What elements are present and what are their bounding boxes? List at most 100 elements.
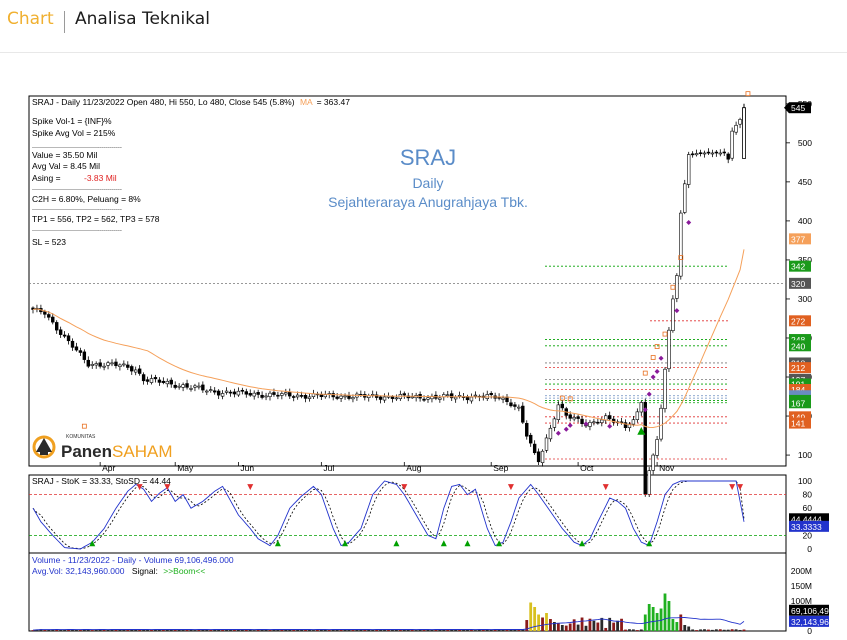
info-line: ----------------------------------------… bbox=[32, 228, 122, 234]
price-tag-bg bbox=[789, 102, 811, 114]
volume-bar bbox=[477, 629, 481, 631]
volume-bar bbox=[726, 629, 730, 631]
candle bbox=[205, 390, 209, 393]
candle bbox=[683, 183, 687, 213]
volume-bar bbox=[438, 629, 442, 631]
volume-bar bbox=[165, 629, 169, 631]
logo-emblem bbox=[32, 435, 56, 459]
volume-bar bbox=[304, 629, 307, 631]
volume-bar bbox=[312, 630, 315, 631]
volume-bar bbox=[541, 617, 544, 631]
volume-bar bbox=[375, 629, 379, 631]
candle bbox=[509, 402, 513, 407]
signal-diamond bbox=[555, 430, 561, 436]
price-tag: 377 bbox=[791, 234, 805, 244]
price-tag-bg bbox=[789, 260, 811, 272]
volume-bar bbox=[612, 622, 616, 631]
candle bbox=[718, 152, 723, 155]
volume-bar bbox=[738, 629, 742, 631]
buy-arrow bbox=[440, 540, 447, 547]
volume-bar bbox=[75, 629, 78, 631]
signal-diamond bbox=[642, 407, 648, 413]
volume-bar bbox=[248, 629, 252, 631]
candle bbox=[264, 395, 268, 398]
candle bbox=[627, 423, 632, 429]
volume-bar bbox=[616, 620, 619, 631]
volume-bar bbox=[197, 629, 201, 631]
price-tag-bg bbox=[789, 384, 811, 396]
candle bbox=[288, 391, 292, 397]
candle bbox=[118, 364, 122, 367]
candle bbox=[382, 396, 387, 401]
volume-bar bbox=[209, 629, 213, 631]
volume-bar bbox=[418, 629, 422, 631]
volume-tick-label: 0 bbox=[807, 626, 812, 636]
volume-bar bbox=[98, 629, 102, 631]
price-tag: 149 bbox=[791, 412, 805, 422]
volume-bar bbox=[537, 614, 540, 631]
volume-bar bbox=[687, 626, 691, 631]
volume-bar bbox=[237, 629, 240, 631]
candle bbox=[513, 404, 517, 407]
volume-bar bbox=[379, 629, 382, 631]
volume-bar bbox=[331, 629, 335, 631]
signal-diamond bbox=[646, 391, 652, 397]
volume-bar bbox=[43, 629, 47, 631]
candle bbox=[343, 395, 347, 398]
candle bbox=[66, 335, 71, 342]
candle bbox=[94, 363, 98, 366]
volume-bar bbox=[422, 629, 426, 631]
volume-bar bbox=[608, 617, 612, 631]
candle bbox=[671, 298, 675, 331]
price-tag-bg bbox=[789, 417, 811, 429]
volume-bar bbox=[604, 627, 608, 631]
volume-bar bbox=[201, 629, 205, 631]
volume-bar bbox=[244, 629, 248, 631]
volume-bar bbox=[572, 619, 576, 631]
volume-bar bbox=[454, 629, 458, 631]
price-tag-bg bbox=[789, 315, 811, 327]
y-tick-label: 450 bbox=[798, 177, 812, 187]
volume-bar bbox=[493, 629, 497, 631]
candle bbox=[236, 390, 241, 396]
price-tag: 184 bbox=[791, 385, 805, 395]
candle bbox=[394, 397, 399, 400]
volume-bar bbox=[323, 629, 327, 631]
candle bbox=[734, 124, 738, 133]
volume-bar bbox=[391, 629, 394, 631]
candle bbox=[319, 394, 324, 398]
info-line: Spike Vol-1 = {INF}% bbox=[32, 116, 112, 126]
volume-bar bbox=[177, 629, 181, 631]
tab-chart[interactable]: Chart bbox=[7, 9, 54, 29]
volume-bar bbox=[730, 629, 734, 631]
volume-bar bbox=[667, 601, 671, 631]
candle bbox=[690, 153, 695, 156]
info-line: Asing = bbox=[32, 173, 61, 183]
info-line: C2H = 6.80%, Peluang = 8% bbox=[32, 194, 141, 204]
candle bbox=[110, 362, 114, 365]
volume-bar bbox=[521, 629, 525, 631]
x-tick-label: Oct bbox=[580, 463, 594, 473]
volume-bar bbox=[529, 602, 533, 631]
volume-bar bbox=[161, 629, 165, 631]
price-tag: 240 bbox=[791, 341, 805, 351]
volume-bar bbox=[134, 630, 138, 631]
volume-bar bbox=[339, 629, 343, 631]
volume-bar bbox=[233, 629, 236, 631]
info-line: Avg Val = 8.45 Mil bbox=[32, 161, 100, 171]
volume-bar bbox=[90, 630, 94, 631]
volume-bar bbox=[406, 629, 410, 631]
buy-arrow bbox=[342, 540, 349, 547]
volume-bar bbox=[734, 629, 738, 631]
volume-bar bbox=[130, 629, 134, 631]
candle bbox=[244, 391, 248, 395]
candle bbox=[161, 380, 166, 383]
price-tag-bg bbox=[789, 362, 811, 374]
volume-bar bbox=[714, 629, 718, 631]
volume-bar bbox=[51, 629, 55, 631]
volume-bar bbox=[79, 629, 82, 631]
volume-value-tag-bg bbox=[789, 615, 829, 627]
price-tag-bg bbox=[789, 334, 811, 346]
candle bbox=[596, 421, 600, 424]
